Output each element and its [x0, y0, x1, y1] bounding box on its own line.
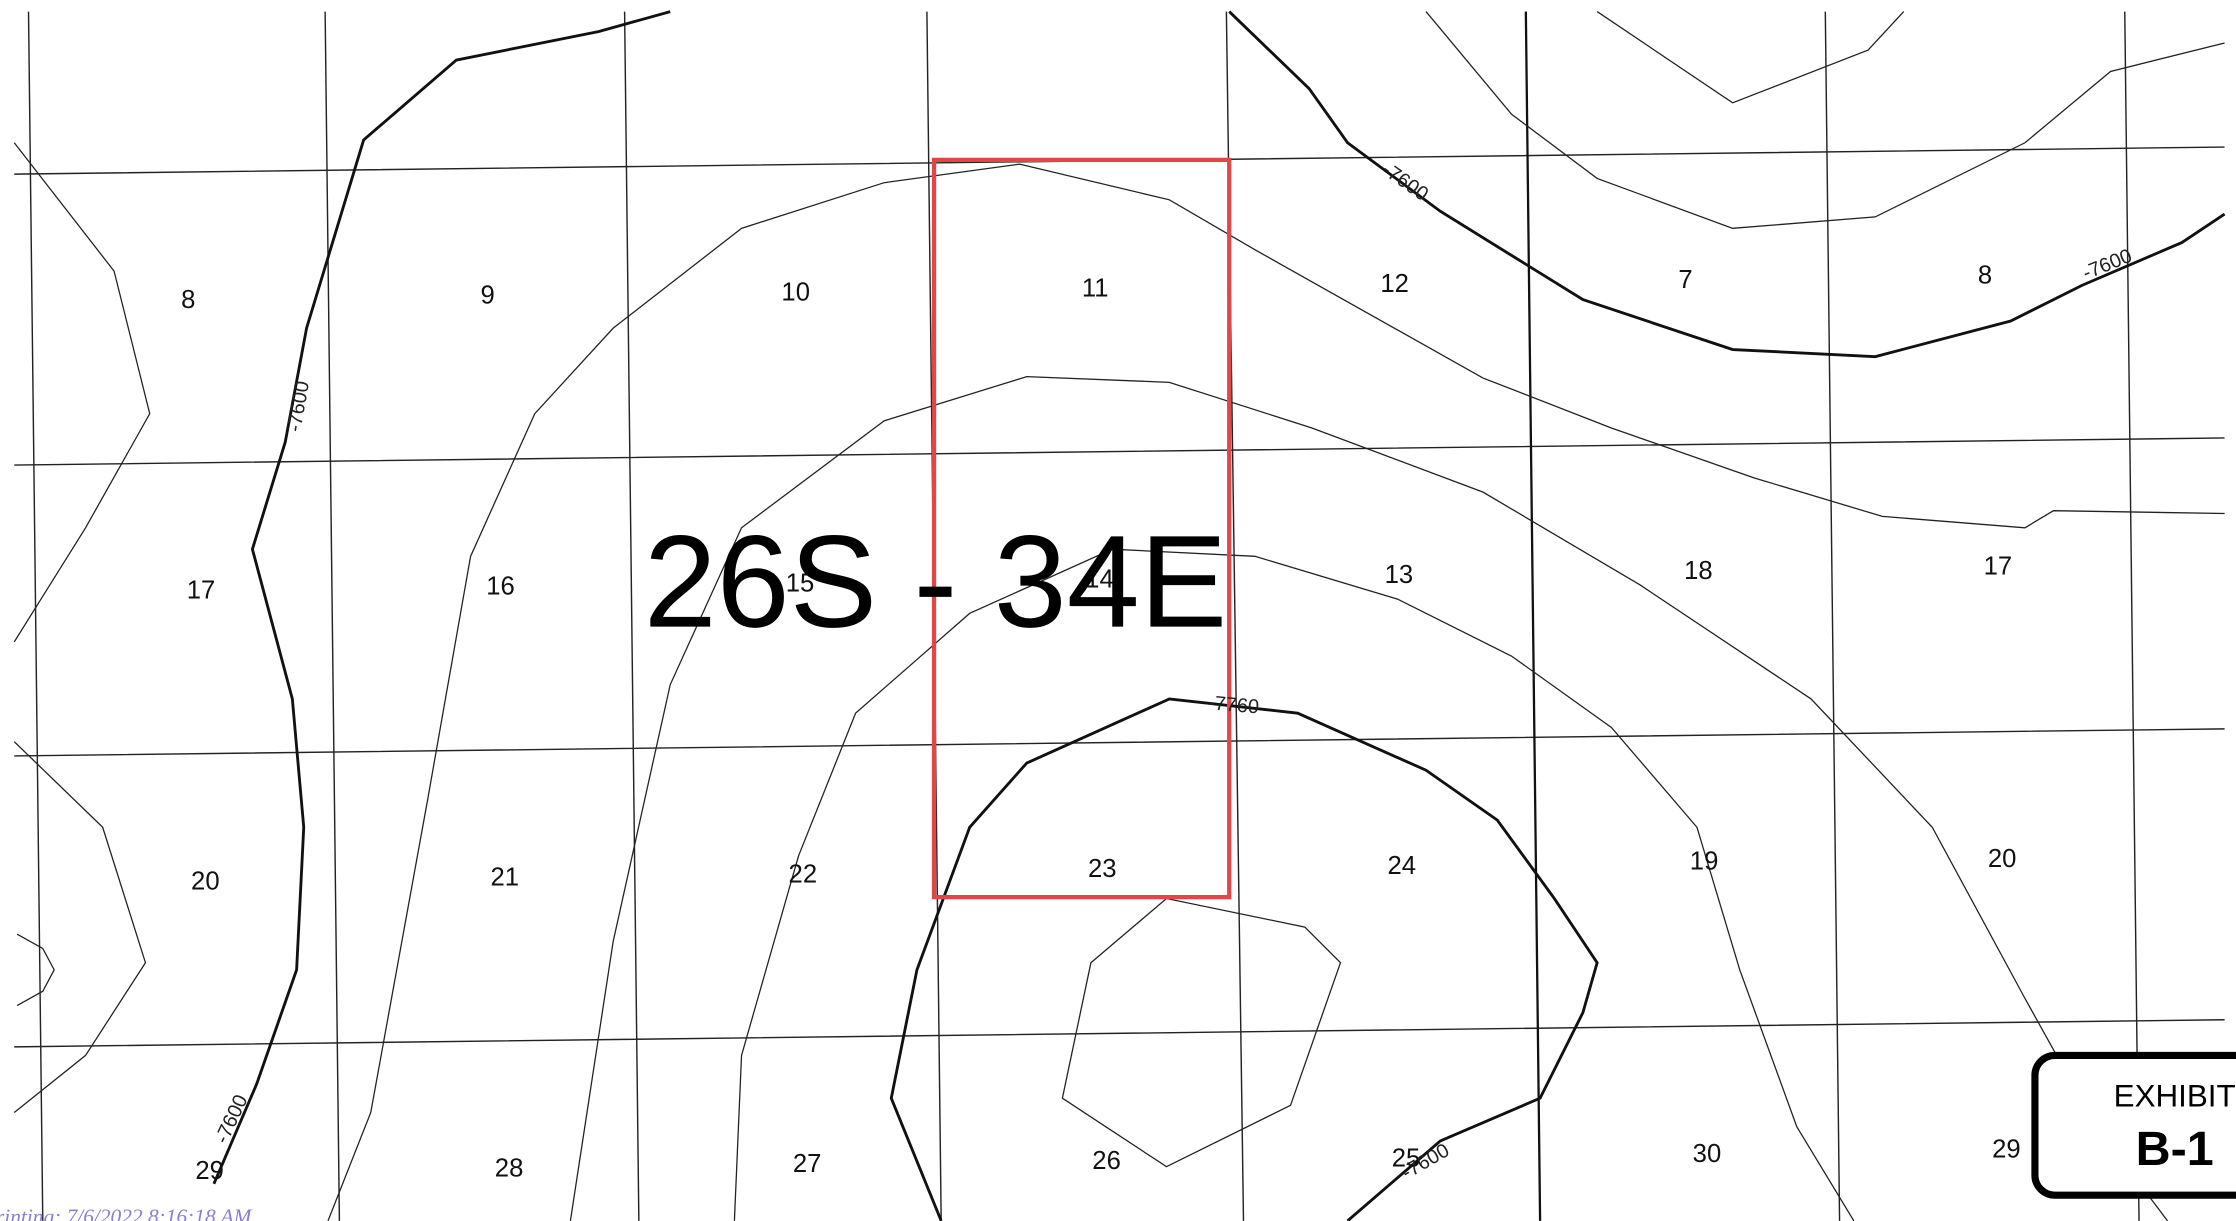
- section-number: 20: [191, 868, 220, 896]
- township-label: 26S - 34E: [644, 508, 1227, 655]
- contour-label: -7600: [211, 1091, 253, 1147]
- section-number: 29: [195, 1157, 224, 1185]
- section-number: 20: [1988, 845, 2017, 873]
- section-number: 28: [495, 1154, 524, 1182]
- section-number: 13: [1385, 561, 1414, 589]
- exhibit-id: B-1: [2136, 1122, 2214, 1176]
- section-number: 12: [1380, 270, 1409, 298]
- contours: [13, 10, 2226, 1221]
- section-number: 16: [486, 572, 515, 600]
- exhibit-box: [2031, 1051, 2236, 1199]
- section-number: 15: [786, 570, 815, 598]
- section-number: 8: [181, 286, 195, 314]
- section-number: 19: [1690, 848, 1719, 876]
- section-number: 21: [491, 863, 520, 891]
- section-number: 29: [1992, 1136, 2021, 1164]
- section-labels: 8 9 10 11 12 7 8 17 16 15 14 13 18 17 20 21 22 23 24 19 20 29…: [181, 262, 2021, 1186]
- section-number: 24: [1388, 852, 1417, 880]
- section-number: 9: [481, 282, 495, 310]
- contour-label: -7600: [283, 379, 314, 433]
- contour-labels: -7600-7600-7600-7600-7600-7760: [211, 158, 2135, 1184]
- section-number: 14: [1085, 565, 1114, 593]
- section-number: 17: [187, 577, 216, 605]
- contour-label: -7600: [2080, 245, 2136, 285]
- contour-label: -7600: [1378, 158, 1432, 205]
- exhibit-title: EXHIBIT: [2114, 1078, 2236, 1113]
- section-number: 30: [1693, 1140, 1722, 1168]
- section-number: 26: [1092, 1147, 1121, 1175]
- highlight-box: [931, 157, 1232, 900]
- section-number: 27: [793, 1150, 822, 1178]
- section-number: 8: [1978, 262, 1992, 290]
- contour-label: -7760: [1207, 692, 1260, 718]
- section-number: 7: [1678, 266, 1692, 294]
- section-number: 11: [1082, 274, 1109, 302]
- section-number: 18: [1684, 557, 1713, 585]
- print-footer: Printing: 7/6/2022 8:16:18 AM: [0, 1205, 253, 1221]
- section-number: 17: [1984, 553, 2013, 581]
- section-number: 10: [781, 279, 810, 307]
- section-number: 25: [1392, 1144, 1421, 1172]
- section-number: 22: [789, 861, 818, 889]
- section-number: 23: [1088, 855, 1117, 883]
